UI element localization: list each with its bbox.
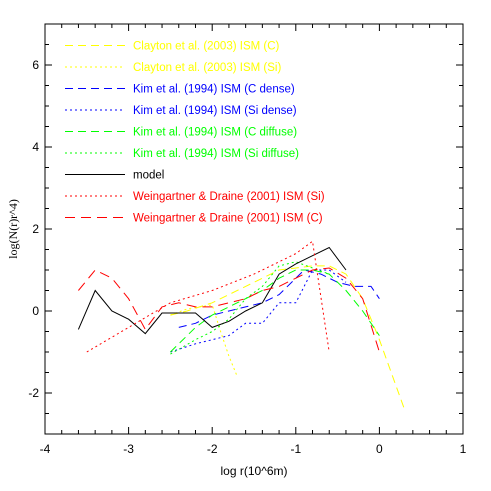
series-line-5 [170, 269, 380, 353]
series-line-1 [170, 265, 405, 410]
x-tick-label: -3 [123, 442, 134, 456]
series-lines [77, 240, 405, 410]
y-tick-label: 6 [32, 58, 39, 72]
legend-label-3: Kim et al. (1994) ISM (C dense) [133, 84, 295, 96]
x-tick-label: -1 [290, 442, 301, 456]
series-line-3 [178, 269, 380, 328]
x-tick-label: 0 [376, 442, 383, 456]
series-line-8 [86, 240, 330, 353]
legend-label-9: Weingartner & Draine (2001) ISM (C) [133, 213, 323, 225]
legend-label-8: Weingartner & Draine (2001) ISM (Si) [133, 191, 325, 203]
legend-label-6: Kim et al. (1994) ISM (Si diffuse) [133, 148, 299, 160]
legend-label-5: Kim et al. (1994) ISM (C diffuse) [133, 127, 297, 139]
series-line-7 [77, 246, 347, 335]
y-tick-label: 2 [32, 222, 39, 236]
x-tick-label: 1 [460, 442, 467, 456]
series-line-2 [170, 304, 238, 377]
legend-label-2: Clayton et al. (2003) ISM (Si) [133, 62, 281, 74]
series-line-4 [170, 269, 347, 353]
legend: Clayton et al. (2003) ISM (C) Clayton et … [65, 41, 325, 225]
y-axis-label: log(N(r)r^4) [6, 199, 20, 259]
legend-label-7: model [133, 170, 164, 182]
series-line-6 [170, 261, 330, 355]
legend-label-1: Clayton et al. (2003) ISM (C) [133, 41, 280, 53]
y-tick-label: -2 [28, 386, 39, 400]
series-line-9 [78, 267, 380, 353]
axis-ticks: -4 -3 -2 -1 0 1 -2 0 2 4 6 [28, 23, 467, 456]
y-tick-label: 4 [32, 140, 39, 154]
x-tick-label: -4 [40, 442, 51, 456]
y-tick-label: 0 [32, 304, 39, 318]
x-tick-label: -2 [207, 442, 218, 456]
legend-label-4: Kim et al. (1994) ISM (Si dense) [133, 105, 297, 117]
x-axis-label: log r(10^6m) [221, 464, 288, 478]
